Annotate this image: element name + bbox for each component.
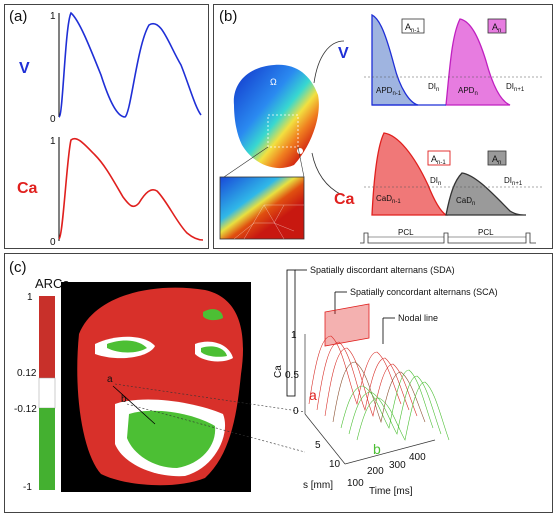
v-trace: [58, 11, 202, 118]
zoom-box: [267, 114, 299, 148]
t-tick-2: 200: [367, 466, 384, 477]
zoom-inset: [219, 176, 305, 240]
a-prev-label: An-1: [405, 22, 420, 34]
ca-axis-bottom-tick: 0: [50, 237, 56, 248]
t-tick-3: 300: [389, 460, 406, 471]
stim-train: [360, 232, 536, 244]
z-axis-label: Ca: [273, 365, 284, 378]
arca-green-3: [201, 346, 227, 357]
curve-label-a: a: [309, 387, 317, 403]
link-a: [114, 383, 306, 413]
z-tick-1: 1: [291, 330, 297, 341]
di-n-label: DIn: [428, 82, 439, 93]
apd-cur-label: APDn: [458, 86, 478, 97]
a-cur-label: An: [492, 22, 501, 34]
z-tick-3: 0: [293, 406, 299, 417]
z-tick-2: 0.5: [285, 370, 299, 381]
ca-a-cur-label: An: [492, 154, 501, 166]
ap-cur: [445, 18, 511, 106]
ca-waterfall: [308, 335, 450, 441]
panel-c-label: (c): [9, 259, 27, 276]
panel-b-diagram: Ω An-1 An APDn-1 DIn APDn DIn+1 An-1 An …: [219, 13, 544, 244]
map-label-a: a: [107, 374, 113, 385]
zoom-connector-left: [223, 146, 269, 178]
t-tick-1: 100: [347, 478, 364, 489]
panel-c: (c) ARCa 1 0.12 -0.12 -1 a b Spatially d…: [4, 253, 553, 513]
s-axis: [304, 413, 346, 465]
a-cur-box: [487, 18, 507, 34]
pcl1-label: PCL: [398, 228, 414, 237]
pcl2-label: PCL: [478, 228, 494, 237]
t-tick-4: 400: [409, 452, 426, 463]
cb-tick-3: -0.12: [14, 404, 37, 415]
omega-label: Ω: [270, 77, 277, 87]
ca-a-prev-box: [427, 150, 451, 166]
v-axis-bottom-tick: 0: [50, 114, 56, 125]
a-prev-box: [401, 18, 425, 34]
stim-point: [297, 148, 303, 154]
panel-a-v-label: V: [19, 60, 30, 77]
ca-axis-top-tick: 1: [50, 136, 56, 147]
panel-a-ca-label: Ca: [17, 180, 38, 197]
s-tick-2: 10: [329, 459, 341, 470]
t-axis: [344, 439, 436, 465]
colorbar-red: [39, 296, 55, 378]
panel-b: (b) Ω: [213, 4, 553, 249]
annot-sda: Spatially discordant alternans (SDA): [310, 265, 455, 275]
ca-a-prev-label: An-1: [431, 154, 446, 166]
panel-b-label: (b): [219, 8, 238, 25]
panel-b-v-label: V: [338, 45, 349, 62]
arrow-to-ca: [311, 152, 343, 196]
panel-a-label: (a): [9, 8, 28, 25]
zoom-mesh: [233, 204, 304, 240]
ca-prev: [371, 132, 449, 216]
ap-prev: [371, 13, 419, 106]
v-axis-top-tick: 1: [50, 11, 56, 22]
sda-bracket: [286, 269, 296, 397]
cb-tick-4: -1: [23, 482, 32, 493]
annot-nodal: Nodal line: [398, 313, 438, 323]
zoom-connector-right: [297, 146, 305, 178]
curve-label-b: b: [373, 441, 381, 457]
cad-prev-label: CaDn-1: [376, 194, 401, 205]
colorbar-white: [38, 377, 56, 409]
ca-trace: [58, 137, 204, 241]
s-axis-label: s [mm]: [303, 480, 333, 491]
sca-plane: [324, 303, 370, 347]
panel-a-traces: 1 0 1 0: [50, 11, 204, 248]
map-label-b: b: [121, 394, 127, 405]
arrow-to-v: [313, 40, 345, 84]
ca-di-next-label: DIn+1: [504, 176, 523, 187]
panel-c-figure: 1 0.12 -0.12 -1 a b Spatially discordant…: [14, 265, 498, 497]
ca-cur: [445, 172, 527, 216]
annot-sca: Spatially concordant alternans (SCA): [350, 287, 498, 297]
panel-a: (a) V Ca 1 0 1 0: [4, 4, 209, 249]
ca-di-n-label: DIn: [430, 176, 441, 187]
link-b: [126, 403, 306, 453]
cb-tick-1: 1: [27, 292, 33, 303]
s-tick-1: 5: [315, 440, 321, 451]
di-next-label: DIn+1: [506, 82, 525, 93]
map-line: [112, 385, 156, 425]
cb-tick-2: 0.12: [17, 368, 37, 379]
arca-green-4: [203, 309, 223, 321]
apd-prev-label: APDn-1: [376, 86, 402, 97]
panel-b-ca-label: Ca: [334, 191, 355, 208]
colorbar-green: [39, 408, 55, 490]
arca-green-2: [127, 410, 216, 468]
ca-a-cur-box: [487, 150, 507, 166]
arca-green-1: [107, 340, 147, 353]
cad-cur-label: CaDn: [456, 196, 475, 207]
t-axis-label: Time [ms]: [369, 486, 413, 497]
